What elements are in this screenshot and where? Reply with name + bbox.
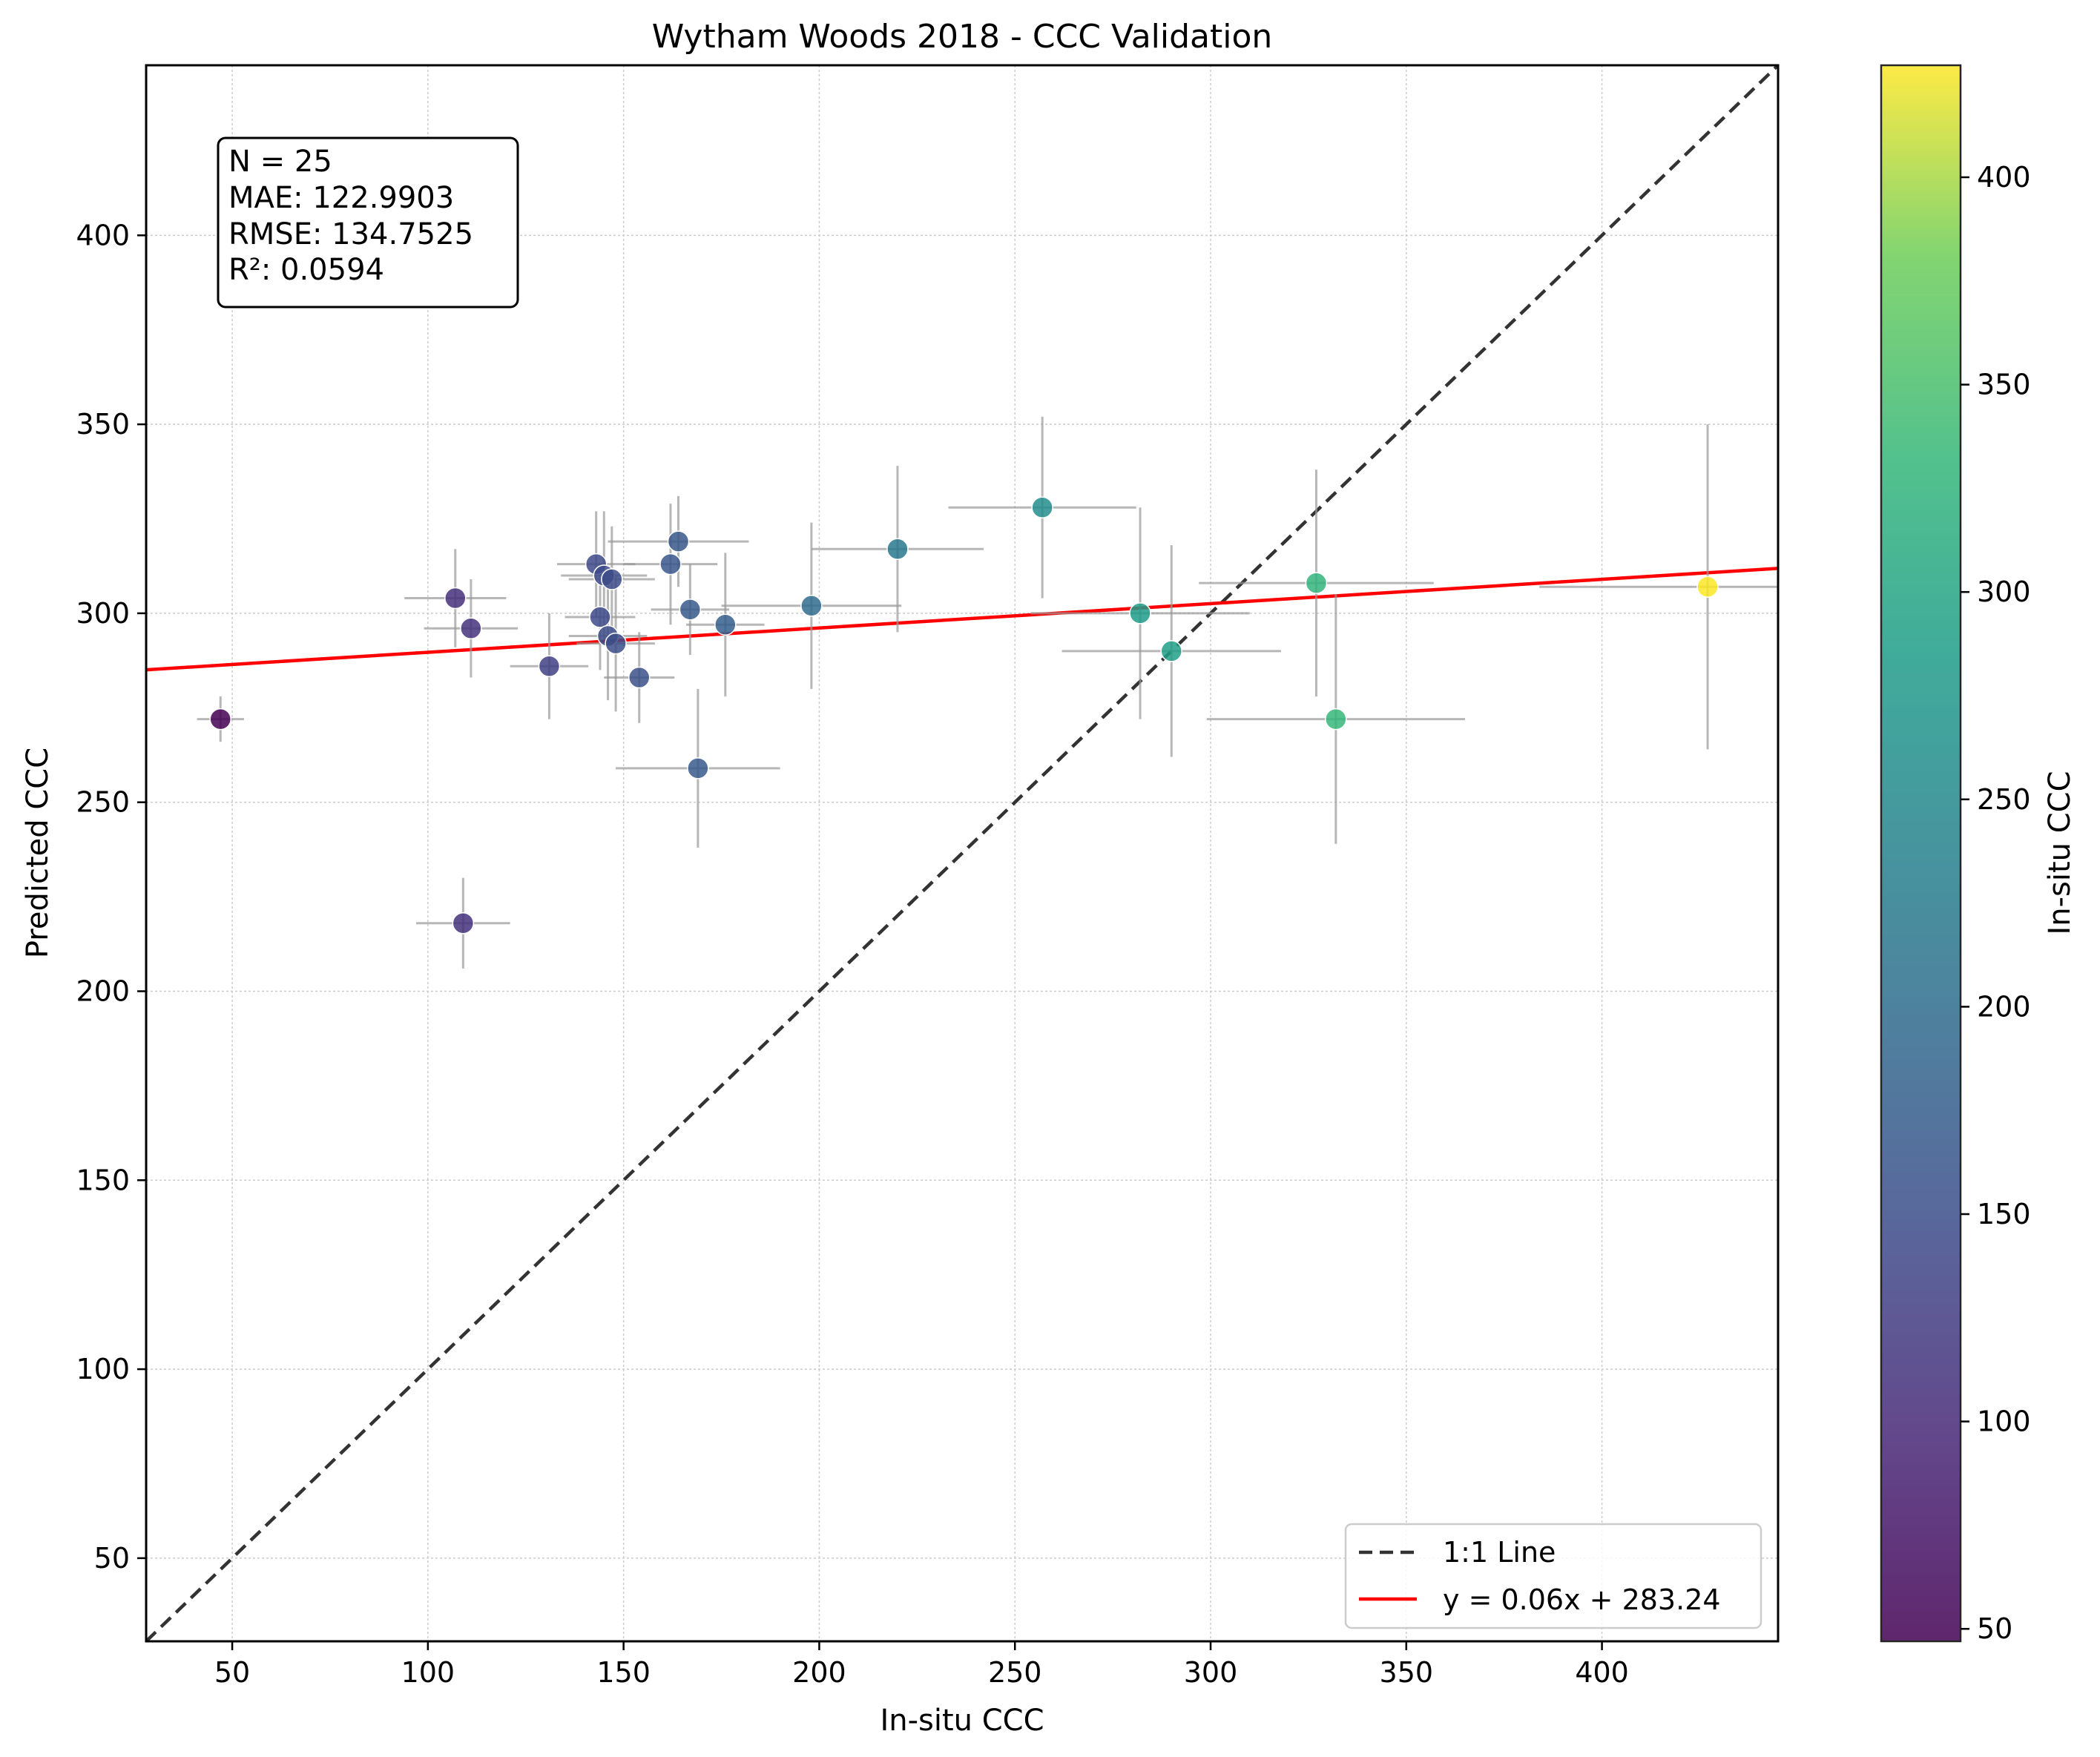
stats-r2: R²: 0.0594: [228, 253, 384, 287]
data-point: [886, 538, 909, 561]
y-axis-label: Predicted CCC: [21, 748, 55, 958]
x-tick-label: 200: [792, 1656, 846, 1689]
data-point: [460, 617, 482, 640]
data-point: [589, 606, 611, 628]
y-tick-label: 50: [94, 1542, 130, 1575]
legend-label-one-to-one: 1:1 Line: [1443, 1536, 1556, 1569]
y-tick-label: 300: [76, 597, 130, 630]
stats-rmse: RMSE: 134.7525: [228, 217, 473, 251]
y-tick-label: 100: [76, 1353, 130, 1385]
colorbar-tick-label: 250: [1977, 783, 2031, 816]
plot-frame: [145, 64, 1780, 1643]
data-point: [209, 708, 231, 731]
y-tick-label: 250: [76, 786, 130, 819]
stats-box: N = 25 MAE: 122.9903 RMSE: 134.7525 R²: …: [217, 136, 519, 309]
data-point: [667, 530, 690, 553]
one-to-one-line: [146, 65, 1778, 1641]
data-point: [1160, 640, 1183, 662]
data-point: [1305, 572, 1328, 594]
x-tick-label: 400: [1575, 1656, 1629, 1689]
y-tick-label: 400: [76, 219, 130, 251]
plot-content: [146, 65, 1778, 1641]
fit-line: [146, 567, 1778, 672]
data-point: [1325, 708, 1347, 731]
colorbar-tick-label: 100: [1977, 1405, 2031, 1438]
y-tick-label: 350: [76, 408, 130, 441]
y-axis: 50 100 150 200 250 300 350 400: [76, 219, 146, 1575]
data-points: [209, 496, 1719, 934]
x-tick-label: 50: [214, 1656, 250, 1689]
colorbar-ticks: 50 100 150 200 250 300 350 400: [1961, 161, 2031, 1645]
data-point: [538, 655, 561, 678]
colorbar: 50 100 150 200 250 300 350 400 In-situ CCC: [1880, 64, 2077, 1645]
data-point: [679, 599, 702, 621]
data-point: [1031, 496, 1053, 518]
legend: 1:1 Line y = 0.06x + 283.24: [1344, 1523, 1762, 1629]
x-tick-label: 250: [988, 1656, 1042, 1689]
colorbar-tick-label: 350: [1977, 369, 2031, 401]
data-point: [800, 594, 823, 617]
data-point: [687, 757, 709, 779]
y-tick-label: 150: [76, 1164, 130, 1196]
colorbar-tick-label: 400: [1977, 161, 2031, 194]
colorbar-tick-label: 50: [1977, 1612, 2012, 1645]
y-tick-label: 200: [76, 975, 130, 1008]
x-axis-label: In-situ CCC: [880, 1704, 1044, 1738]
x-tick-label: 300: [1184, 1656, 1238, 1689]
x-tick-label: 150: [596, 1656, 651, 1689]
colorbar-tick-label: 150: [1977, 1198, 2031, 1230]
data-point: [452, 912, 475, 934]
colorbar-tick-label: 300: [1977, 576, 2031, 608]
data-point: [628, 666, 651, 689]
data-point: [601, 568, 623, 590]
legend-label-fit: y = 0.06x + 283.24: [1443, 1583, 1721, 1616]
colorbar-gradient: [1880, 64, 1962, 1643]
data-point: [714, 613, 737, 636]
colorbar-label: In-situ CCC: [2043, 771, 2077, 934]
stats-mae: MAE: 122.9903: [228, 181, 454, 215]
x-tick-label: 350: [1380, 1656, 1434, 1689]
x-axis: 50 100 150 200 250 300 350 400: [214, 1641, 1629, 1689]
legend-frame: [1344, 1523, 1762, 1629]
data-point: [605, 632, 627, 655]
data-point: [659, 553, 682, 576]
data-point: [1129, 602, 1151, 624]
chart-title: Wytham Woods 2018 - CCC Validation: [652, 18, 1273, 56]
colorbar-tick-label: 200: [1977, 990, 2031, 1023]
x-tick-label: 100: [401, 1656, 455, 1689]
data-point: [444, 587, 467, 610]
stats-n: N = 25: [228, 145, 332, 179]
data-point: [1696, 576, 1719, 598]
